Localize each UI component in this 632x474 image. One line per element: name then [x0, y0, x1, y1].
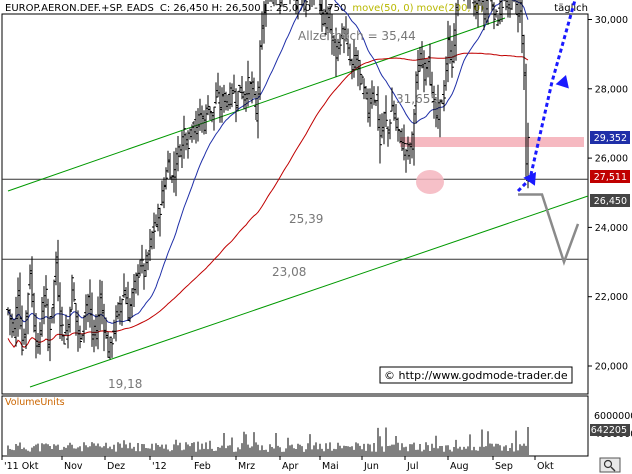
copyright-box	[379, 366, 573, 384]
resistance-zone	[400, 137, 584, 147]
svg-text:29,352: 29,352	[594, 133, 627, 144]
ath-label: Allzeithoch = 35,44	[298, 29, 416, 43]
volume-panel-frame	[1, 395, 589, 457]
x-tick-label: Dez	[107, 461, 125, 472]
volume-last-badge: 642205	[590, 424, 630, 436]
x-tick-label: Jul	[406, 461, 418, 472]
volume-bars	[7, 427, 529, 455]
level-2539-label: 25,39	[289, 212, 323, 226]
svg-text:27,511: 27,511	[594, 172, 627, 183]
x-tick-label: Okt	[537, 461, 554, 472]
y-tick-label: 28,000	[595, 84, 628, 95]
ma50-line	[7, 0, 529, 324]
ma200-legend: move(200, 0)	[417, 3, 485, 14]
x-tick-label: Nov	[64, 461, 83, 472]
y-tick-label: 20,000	[595, 362, 628, 373]
price-panel-frame	[1, 13, 589, 395]
channel-lower-line	[29, 195, 589, 388]
level-31655-label: 31,655	[396, 92, 438, 106]
volume-tick-6m: 6000000	[594, 411, 632, 422]
volume-label: VolumeUnits	[5, 397, 65, 408]
svg-text:642205: 642205	[591, 425, 627, 436]
x-tick-label: '12	[152, 461, 167, 472]
instrument-name: EUROP.AERON.DEF.+SP. EADS	[5, 3, 154, 14]
copyright-label: © http://www.godmode-trader.de	[384, 369, 568, 382]
y-tick-label: 22,000	[595, 292, 628, 303]
y-tick-label: 26,000	[595, 154, 628, 165]
level-1918-label: 19,18	[108, 377, 142, 391]
support-circle	[416, 170, 444, 194]
x-tick-label: Mrz	[238, 461, 255, 472]
x-tick-label: '11 Okt	[4, 461, 39, 472]
forecast-arrow-head-start	[523, 171, 536, 186]
x-tick-label: Aug	[450, 461, 469, 472]
quote-readout: C: 26,450 H: 26,500 L: 25,070 -1,750	[160, 3, 346, 14]
y-tick-label: 24,000	[595, 223, 628, 234]
svg-text:26,450: 26,450	[594, 196, 627, 207]
forecast-arrow-head-mid	[555, 74, 569, 89]
ma50-legend: move(50, 0)	[352, 3, 413, 14]
x-tick-label: Apr	[282, 461, 299, 472]
ma200-badge: 27,511	[590, 170, 630, 183]
last-price-badge: 26,450	[590, 194, 630, 207]
y-tick-label: 30,000	[595, 15, 628, 26]
date-axis: '11 Okt Nov Dez '12 Feb Mrz Apr Mai Jun Jul Aug Sep…	[1, 456, 554, 472]
x-tick-label: Feb	[194, 461, 211, 472]
x-tick-label: Mai	[322, 461, 339, 472]
ma50-badge: 29,352	[590, 131, 630, 144]
forecast-down-path	[518, 193, 580, 266]
price-axis: 20,00022,00024,00026,00028,00030,00032,0…	[588, 15, 628, 373]
x-tick-label: Jun	[363, 461, 379, 472]
ma200-line	[7, 52, 529, 348]
price-bars	[6, 0, 530, 362]
x-tick-label: Sep	[495, 461, 513, 472]
horizontal-levels	[2, 178, 588, 260]
level-2308-label: 23,08	[272, 265, 306, 279]
zoom-icon[interactable]	[599, 457, 621, 473]
